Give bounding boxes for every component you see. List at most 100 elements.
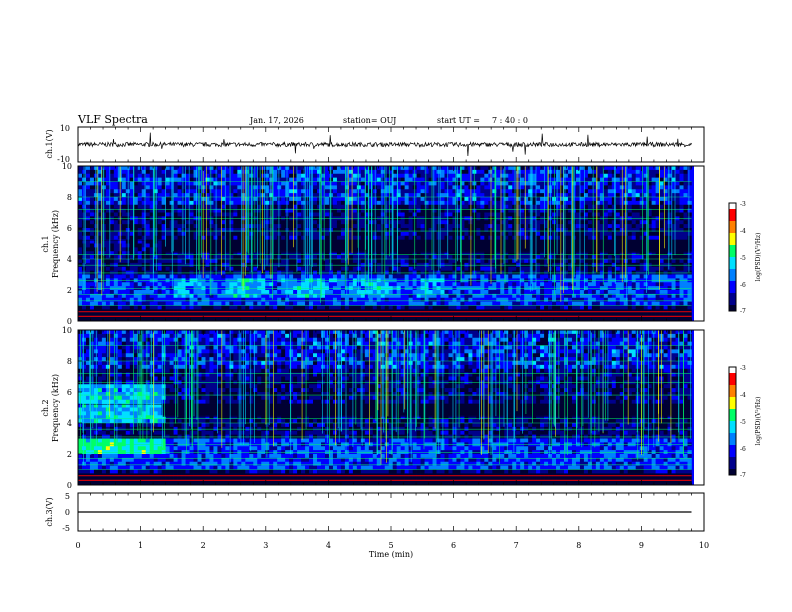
spectrogram-cell xyxy=(233,239,238,244)
spectrogram-cell xyxy=(165,290,170,295)
spectrogram-cell xyxy=(221,228,226,233)
spectrogram-cell xyxy=(257,220,262,225)
spectrogram-cell xyxy=(332,274,338,279)
spectrogram-cell xyxy=(277,200,282,206)
spectrogram-cell xyxy=(384,166,390,171)
spectrogram-cell xyxy=(153,247,158,252)
spectrogram-cell xyxy=(376,189,382,194)
spectrogram-cell xyxy=(181,239,186,244)
spectrogram-cell xyxy=(544,166,549,171)
spectrogram-cell xyxy=(464,282,469,287)
spectrogram-cell xyxy=(360,173,366,178)
spectrogram-cell xyxy=(161,297,166,302)
spectrogram-cell xyxy=(428,173,433,178)
spectrogram-cell xyxy=(392,282,397,287)
spectrogram-cell xyxy=(293,274,298,279)
spectrogram-cell xyxy=(245,251,250,256)
spectrogram-cell xyxy=(201,208,206,213)
spectrogram-cell xyxy=(520,228,525,233)
spectrogram-cell xyxy=(460,228,465,233)
spectrogram-cell xyxy=(368,305,374,310)
spectrogram-cell xyxy=(416,197,421,202)
spectrogram-cell xyxy=(512,189,517,194)
spectrogram-cell xyxy=(97,235,103,240)
spectrogram-cell xyxy=(416,282,421,287)
spectrogram-cell xyxy=(113,251,119,256)
spectrogram-cell xyxy=(301,200,306,206)
spectrogram-cell xyxy=(281,193,286,198)
spectrogram-cell xyxy=(141,208,147,213)
spectrogram-cell xyxy=(452,200,457,206)
spectrogram-cell xyxy=(504,177,509,182)
spectrogram-cell xyxy=(380,169,386,175)
spectrogram-cell xyxy=(496,181,501,186)
spectrogram-cell xyxy=(293,235,298,240)
spectrogram-cell xyxy=(153,200,158,206)
spectrogram-cell xyxy=(157,297,162,302)
spectrogram-cell xyxy=(548,305,553,310)
spectrogram-cell xyxy=(416,208,421,213)
spectrogram-cell xyxy=(233,235,238,240)
spectrogram-cell xyxy=(221,313,226,318)
spectrogram-cell xyxy=(149,305,154,310)
spectrogram-cell xyxy=(404,274,409,279)
spectrogram-cell xyxy=(93,293,99,299)
spectrogram-cell xyxy=(436,282,441,287)
spectrogram-cell xyxy=(464,169,469,175)
spectrogram-cell xyxy=(229,208,234,213)
spectrogram-cell xyxy=(133,251,139,256)
spectrogram-cell xyxy=(237,212,242,217)
spectrogram-cell xyxy=(153,193,158,198)
spectrogram-cell xyxy=(277,193,282,198)
spectrogram-cell xyxy=(512,293,517,299)
spectrogram-cell xyxy=(233,173,238,178)
spectrogram-cell xyxy=(384,313,390,318)
spectrogram-cell xyxy=(448,181,453,186)
spectrogram-cell xyxy=(237,193,242,198)
spectrogram-cell xyxy=(245,293,250,299)
spectrogram-cell xyxy=(297,212,302,217)
spectrogram-cell xyxy=(536,228,541,233)
spectrogram-cell xyxy=(113,305,119,310)
spectrogram-cell xyxy=(512,255,517,260)
spectrogram-cell xyxy=(193,231,198,237)
spectrogram-cell xyxy=(97,231,103,237)
spectrogram-cell xyxy=(321,169,326,175)
spectrogram-cell xyxy=(169,266,174,271)
spectrogram-cell xyxy=(336,212,342,217)
spectrogram-cell xyxy=(456,301,461,306)
spectrogram-cell xyxy=(265,274,270,279)
spectrogram-cell xyxy=(460,293,465,299)
spectrogram-cell xyxy=(161,305,166,310)
spectrogram-cell xyxy=(556,301,561,306)
spectrogram-cell xyxy=(181,177,186,182)
spectrogram-cell xyxy=(420,313,425,318)
spectrogram-cell xyxy=(496,224,501,229)
spectrogram-cell xyxy=(189,293,194,299)
spectrogram-cell xyxy=(500,251,505,256)
spectrogram-cell xyxy=(460,313,465,318)
spectrogram-cell xyxy=(97,197,103,202)
spectrogram-cell xyxy=(269,189,274,194)
spectrogram-cell xyxy=(93,297,99,302)
spectrogram-cell xyxy=(376,293,382,299)
spectrogram-cell xyxy=(253,290,258,295)
spectrogram-cell xyxy=(289,301,294,306)
spectrogram-cell xyxy=(352,200,358,206)
spectrogram-cell xyxy=(281,255,286,260)
spectrogram-cell xyxy=(520,212,525,217)
spectrogram-cell xyxy=(428,255,433,260)
spectrogram-cell xyxy=(149,204,154,209)
spectrogram-cell xyxy=(480,235,485,240)
spectrogram-cell xyxy=(524,228,529,233)
spectrogram-cell xyxy=(460,259,465,264)
spectrogram-cell xyxy=(149,228,154,233)
spectrogram-cell xyxy=(121,313,127,318)
spectrogram-cell xyxy=(141,193,147,198)
spectrogram-cell xyxy=(281,224,286,229)
spectrogram-cell xyxy=(332,305,338,310)
spectrogram-cell xyxy=(297,259,302,264)
spectrogram-cell xyxy=(213,251,218,256)
spectrogram-cell xyxy=(412,290,417,295)
spectrogram-cell xyxy=(137,173,143,178)
